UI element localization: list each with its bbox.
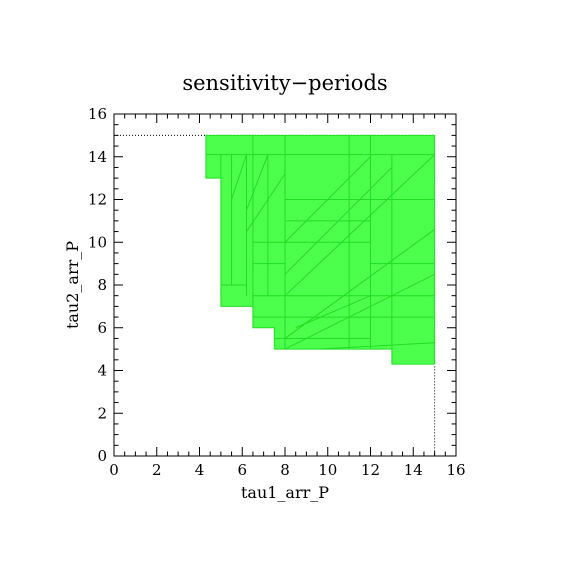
region-edge-25 <box>317 342 435 350</box>
region-edge-28 <box>246 154 269 211</box>
x-axis-label: tau1_arr_P <box>241 483 329 502</box>
x-tick-label: 14 <box>404 461 423 479</box>
region-edge-21 <box>284 167 393 275</box>
y-tick-label: 6 <box>97 319 107 337</box>
y-tick-label: 16 <box>88 105 107 123</box>
x-tick-label: 2 <box>152 461 162 479</box>
x-tick-label: 10 <box>318 461 337 479</box>
x-tick-label: 0 <box>109 461 119 479</box>
region-edge-29 <box>231 154 247 200</box>
sensitivity-region <box>205 134 436 365</box>
region-edge-23 <box>284 229 435 339</box>
x-tick-label: 16 <box>446 461 465 479</box>
y-tick-label: 2 <box>97 404 107 422</box>
y-tick-label: 0 <box>97 447 107 465</box>
y-tick-label: 10 <box>88 233 107 251</box>
region-edge-27 <box>246 173 286 232</box>
region-edge-24 <box>284 273 435 350</box>
x-tick-label: 8 <box>280 461 290 479</box>
x-tick-label: 4 <box>195 461 205 479</box>
region-edge-26 <box>295 295 371 329</box>
y-tick-label: 14 <box>88 148 107 166</box>
chart-title: sensitivity−periods <box>182 71 387 95</box>
x-tick-label: 12 <box>361 461 380 479</box>
y-tick-label: 8 <box>97 276 107 294</box>
region-edge-20 <box>284 156 371 243</box>
region-edge-22 <box>284 154 435 297</box>
x-tick-label: 6 <box>237 461 247 479</box>
y-tick-label: 4 <box>97 362 107 380</box>
y-tick-label: 12 <box>88 191 107 209</box>
y-axis-label: tau2_arr_P <box>63 241 82 329</box>
